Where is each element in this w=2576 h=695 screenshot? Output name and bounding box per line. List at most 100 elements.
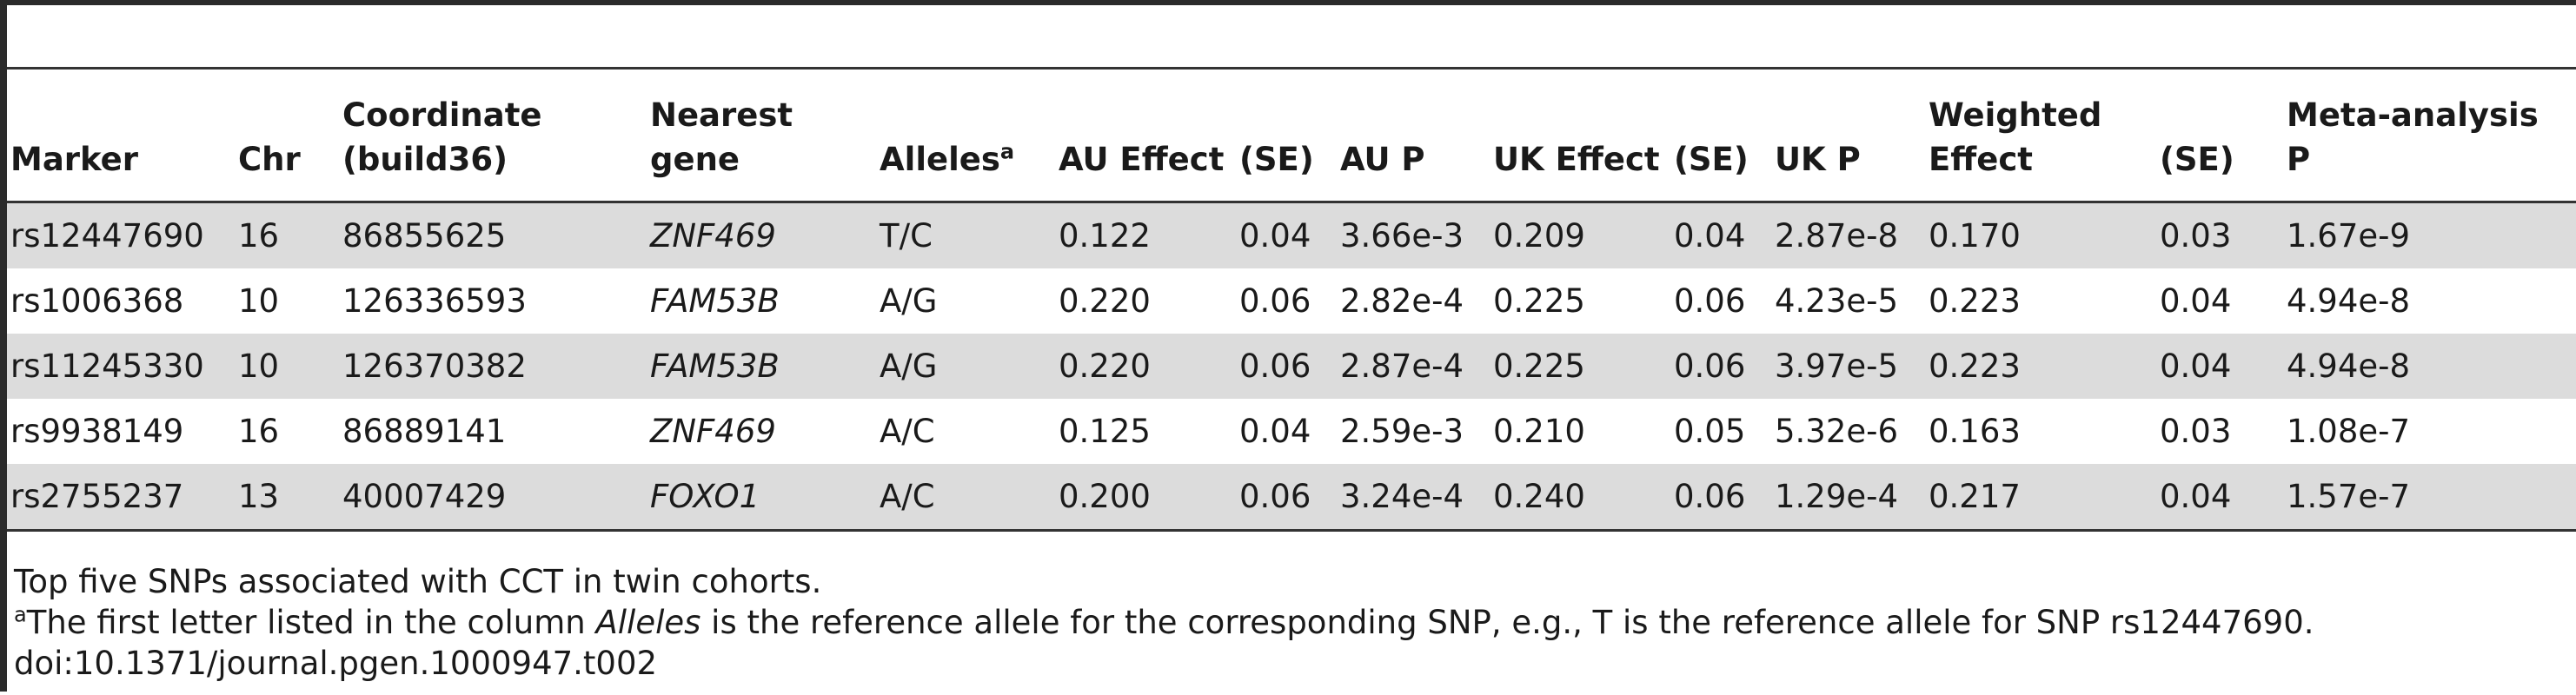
table-cell: T/C — [876, 202, 1055, 268]
left-frame-bar — [0, 5, 7, 692]
table-cell: rs12447690 — [7, 202, 235, 268]
column-header-label: Coordinate (build36) — [342, 96, 542, 178]
table-cell: 0.122 — [1055, 202, 1236, 268]
table-cell: 0.06 — [1236, 334, 1337, 399]
table-cell: A/G — [880, 282, 938, 320]
table-cell: ZNF469 — [647, 202, 876, 268]
table-cell: 0.04 — [1239, 413, 1311, 450]
column-header: Nearest gene — [647, 68, 876, 203]
column-header: Chr — [235, 68, 339, 203]
footnote-marker: a — [14, 602, 27, 627]
table-cell: 0.225 — [1490, 334, 1670, 399]
table-cell: 1.67e-9 — [2283, 202, 2576, 268]
table-cell: 0.240 — [1490, 464, 1670, 531]
table-cell: 1.57e-7 — [2283, 464, 2576, 531]
table-cell: 0.220 — [1059, 282, 1151, 320]
table-cell: 4.94e-8 — [2283, 334, 2576, 399]
column-header-label: (SE) — [1674, 141, 1749, 178]
table-cell: ZNF469 — [650, 413, 776, 450]
table-cell: A/C — [876, 464, 1055, 531]
table-cell: 0.06 — [1674, 282, 1746, 320]
table-cell: 0.223 — [1925, 334, 2156, 399]
table-cell: 10 — [235, 334, 339, 399]
table-cell: 1.08e-7 — [2287, 413, 2411, 450]
column-header-label: Marker — [10, 141, 138, 178]
table-cell: 2.59e-3 — [1340, 413, 1464, 450]
alleles-footnote: aThe first letter listed in the column A… — [14, 602, 2569, 643]
column-header: Marker — [7, 68, 235, 203]
table-cell: rs11245330 — [7, 334, 235, 399]
table-row: rs2755237 13 40007429 FOXO1 A/C 0.200 0.06 3.24… — [7, 464, 2576, 531]
top-frame-bar — [0, 0, 2576, 5]
table-cell: rs1006368 — [10, 282, 184, 320]
column-header: Meta-analysis P — [2283, 68, 2576, 203]
table-cell: 0.05 — [1674, 413, 1746, 450]
table-cell: 4.94e-8 — [2287, 282, 2411, 320]
table-cell: 1.29e-4 — [1771, 464, 1925, 531]
table-cell: 0.06 — [1670, 334, 1771, 399]
column-header-label: AU P — [1340, 141, 1425, 178]
table-cell: 126370382 — [339, 334, 647, 399]
column-header: Coordinate (build36) — [339, 68, 647, 203]
footnote-text-start: The first letter listed in the column — [26, 604, 596, 641]
column-header: UK P — [1771, 68, 1925, 203]
table-cell: 126336593 — [342, 282, 527, 320]
table-cell: 0.163 — [1929, 413, 2021, 450]
column-header-label: (SE) — [1239, 141, 1314, 178]
table-cell: 3.97e-5 — [1771, 334, 1925, 399]
table-cell: 0.04 — [1670, 202, 1771, 268]
column-header-label: Meta-analysis P — [2287, 96, 2539, 178]
column-header-label: UK P — [1775, 141, 1861, 178]
column-header-label: Alleles — [880, 141, 1000, 178]
column-header-label: Nearest gene — [650, 96, 793, 178]
table-cell: 0.225 — [1493, 282, 1585, 320]
table-cell: FOXO1 — [647, 464, 876, 531]
table-cell: 3.24e-4 — [1337, 464, 1490, 531]
table-cell: 0.220 — [1055, 334, 1236, 399]
table-footnotes: Top five SNPs associated with CCT in twi… — [14, 561, 2569, 684]
table-cell: FAM53B — [647, 334, 876, 399]
table-cell: FAM53B — [650, 282, 780, 320]
table-row: rs11245330 10 126370382 FAM53B A/G 0.220 0.06 2… — [7, 334, 2576, 399]
snp-results-table: Marker Chr Coordinate (build36) Nearest gen… — [7, 67, 2576, 532]
table-cell: 0.200 — [1055, 464, 1236, 531]
table-cell: 0.06 — [1239, 282, 1311, 320]
column-header-label: AU Effect — [1059, 141, 1225, 178]
table-cell: A/G — [876, 334, 1055, 399]
table-cell: rs2755237 — [7, 464, 235, 531]
table-row: rs9938149 16 86889141 ZNF469 A/C 0.125 0.04 2.5… — [7, 399, 2576, 464]
table-cell: 2.87e-4 — [1337, 334, 1490, 399]
table-header-row: Marker Chr Coordinate (build36) Nearest gen… — [7, 68, 2576, 203]
table-cell: 0.125 — [1059, 413, 1151, 450]
table-cell: 0.209 — [1490, 202, 1670, 268]
table-cell: 86889141 — [342, 413, 507, 450]
doi-line: doi:10.1371/journal.pgen.1000947.t002 — [14, 645, 658, 682]
table-cell: 2.82e-4 — [1340, 282, 1464, 320]
table-row: rs12447690 16 86855625 ZNF469 T/C 0.122 0.04 3.… — [7, 202, 2576, 268]
table-cell: 0.04 — [2156, 334, 2283, 399]
table-cell: 86855625 — [339, 202, 647, 268]
table-cell: 0.223 — [1929, 282, 2021, 320]
column-header-label: UK Effect — [1493, 141, 1660, 178]
results-table-container: Marker Chr Coordinate (build36) Nearest gen… — [7, 67, 2576, 532]
column-header: (SE) — [2156, 68, 2283, 203]
column-header-label: Weighted Effect — [1929, 96, 2102, 178]
table-cell: 0.06 — [1670, 464, 1771, 531]
table-cell: 3.66e-3 — [1337, 202, 1490, 268]
table-cell: 0.170 — [1925, 202, 2156, 268]
table-cell: A/C — [880, 413, 935, 450]
column-header: (SE) — [1236, 68, 1337, 203]
footnote-emphasis: Alleles — [595, 604, 701, 641]
table-cell: 0.217 — [1925, 464, 2156, 531]
table-row: rs1006368 10 126336593 FAM53B A/G 0.220 0.06 2.… — [7, 268, 2576, 334]
table-caption: Top five SNPs associated with CCT in twi… — [14, 563, 822, 600]
column-header-label: (SE) — [2160, 141, 2234, 178]
column-header: Weighted Effect — [1925, 68, 2156, 203]
table-cell: 13 — [235, 464, 339, 531]
footnote-text-end: is the reference allele for the correspo… — [700, 604, 2314, 641]
table-cell: 0.06 — [1236, 464, 1337, 531]
column-header: Allelesa — [876, 68, 1055, 203]
table-cell: 0.04 — [2156, 464, 2283, 531]
table-cell: 10 — [238, 282, 280, 320]
table-cell: 0.04 — [1236, 202, 1337, 268]
